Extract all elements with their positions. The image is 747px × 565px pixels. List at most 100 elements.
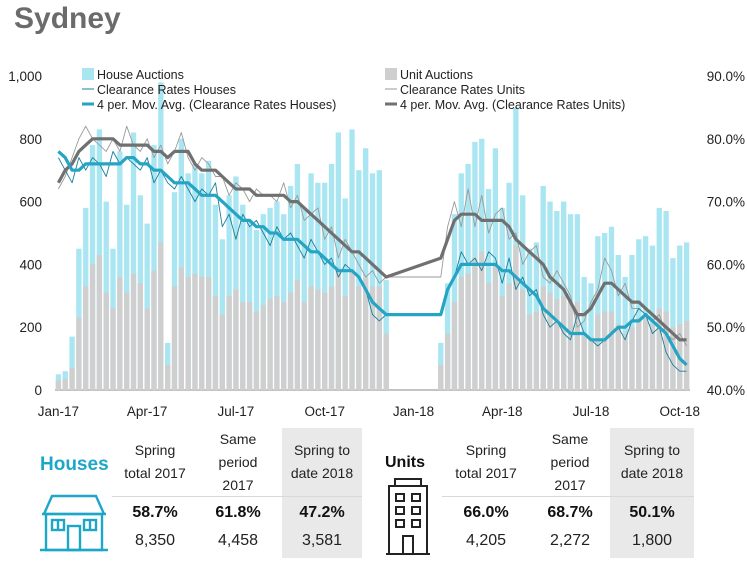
house-auction-bar: [595, 236, 601, 390]
house-auction-bar: [342, 198, 348, 390]
units-header-same-period: Same period 2017: [550, 431, 590, 493]
units-count-spring-to-date: 1,800: [631, 532, 673, 549]
unit-auction-bar: [76, 317, 82, 390]
house-auction-bar: [253, 229, 260, 390]
units-count-same-period: 2,272: [549, 532, 591, 549]
houses-rate-same-period: 61.8%: [215, 504, 261, 521]
house-auction-bar: [287, 185, 294, 390]
legend-label: 4 per. Mov. Avg. (Clearance Rates Units): [400, 98, 625, 112]
right-axis-ticks: 40.0% 50.0% 60.0% 70.0% 80.0% 90.0%: [707, 69, 745, 398]
moving-average-houses-line: [57, 150, 688, 367]
x-axis-tick-label: Oct-17: [304, 404, 345, 419]
unit-auction-bar: [117, 276, 123, 390]
house-auction-bar: [615, 254, 621, 390]
clearance-rate-units-line: [58, 125, 687, 347]
left-axis-tick-label: 0: [34, 383, 42, 398]
right-axis-tick-label: 60.0%: [707, 257, 745, 272]
unit-auction-bar: [83, 286, 89, 390]
unit-auction-bar: [137, 283, 144, 390]
unit-auction-bar: [567, 302, 574, 390]
unit-auction-bar: [533, 311, 540, 390]
unit-auction-bar: [608, 311, 615, 390]
house-auction-bar: [608, 226, 615, 390]
house-auction-bar: [683, 242, 690, 390]
right-axis-tick-label: 70.0%: [707, 195, 745, 210]
unit-auction-bar: [349, 270, 355, 390]
legend-unit-auctions: Unit Auctions: [385, 68, 473, 82]
unit-auction-bar: [520, 289, 526, 390]
unit-auction-bar: [69, 368, 75, 390]
unit-auction-bar: [588, 336, 594, 390]
x-axis-tick-label: Oct-18: [660, 404, 701, 419]
house-auction-bar: [301, 207, 307, 390]
unit-auction-bar: [601, 311, 608, 390]
unit-auction-bar: [253, 311, 260, 390]
house-auction-bar: [622, 276, 628, 390]
house-auction-bar: [369, 173, 376, 390]
unit-auction-bar: [363, 276, 369, 390]
unit-auction-bar: [62, 379, 68, 390]
legend-label: Unit Auctions: [400, 68, 473, 82]
unit-auction-bar: [356, 286, 362, 390]
unit-auction-bar: [158, 242, 164, 390]
unit-auction-bar: [185, 276, 191, 390]
apartment-building-icon: [386, 478, 430, 555]
unit-auction-bar: [335, 267, 342, 390]
unit-auction-bar: [301, 302, 307, 390]
unit-auction-bar: [130, 273, 137, 390]
unit-auction-bar: [554, 298, 560, 390]
units-header-spring-total: Spring total 2017: [455, 442, 517, 481]
houses-header-same-period: Same period 2017: [218, 431, 258, 493]
unit-auction-bar: [574, 302, 581, 390]
unit-auction-bar: [233, 289, 239, 390]
unit-auction-bar: [281, 302, 287, 390]
unit-auction-bar: [595, 314, 601, 390]
unit-auction-bar: [465, 273, 471, 390]
unit-auction-bar: [683, 320, 690, 390]
units-rate-spring-total: 66.0%: [463, 504, 509, 521]
house-auction-bar: [328, 163, 335, 390]
house-auction-bar: [144, 223, 150, 390]
stats-panel: Houses Spring total 2017 Same period 2017 S…: [0, 426, 747, 565]
unit-auction-bar: [246, 302, 253, 390]
units-highlight-column: [610, 428, 694, 558]
unit-auction-bar: [124, 292, 130, 390]
right-axis-tick-label: 40.0%: [707, 383, 745, 398]
unit-auction-bar: [670, 327, 676, 390]
unit-auction-bar: [199, 276, 205, 390]
unit-auction-bar: [192, 273, 198, 390]
legend-label: Clearance Rates Houses: [97, 83, 236, 97]
houses-header-spring-total: Spring total 2017: [124, 442, 186, 481]
legend-label: Clearance Rates Units: [400, 83, 525, 97]
left-axis-tick-label: 600: [19, 195, 42, 210]
legend-clearance-houses: Clearance Rates Houses: [82, 83, 236, 97]
right-axis-tick-label: 90.0%: [707, 69, 745, 84]
unit-auction-bar: [451, 302, 458, 390]
units-rate-same-period: 68.7%: [547, 504, 593, 521]
house-auction-bar: [117, 151, 123, 390]
clearance-rate-chart: 0 200 400 600 800 1,000 40.0% 50.0% 60.0% 70.0% 8…: [8, 68, 745, 419]
unit-auction-bar: [383, 333, 389, 390]
houses-count-same-period: 4,458: [217, 532, 259, 549]
unit-auction-bar: [615, 324, 621, 390]
house-auction-bar: [363, 148, 369, 390]
unit-auction-bar: [315, 289, 321, 390]
units-label: Units: [385, 454, 425, 471]
house-auction-bar: [677, 245, 683, 390]
x-axis-tick-label: Jul-18: [573, 404, 610, 419]
left-axis-tick-label: 400: [19, 257, 42, 272]
unit-auction-bar: [226, 295, 232, 390]
unit-auction-bar: [540, 286, 546, 390]
house-auction-bar: [233, 176, 239, 390]
unit-auction-bar: [649, 324, 656, 390]
unit-auction-bar: [212, 295, 219, 390]
units-header-spring-to-date: Spring to date 2018: [620, 442, 684, 481]
moving-average-units-line: [56, 137, 687, 342]
left-axis-tick-label: 1,000: [8, 69, 42, 84]
house-auction-bar: [335, 132, 342, 390]
unit-auction-bar: [103, 292, 109, 390]
unit-auction-bar: [308, 286, 314, 390]
x-axis-tick-label: Jan-18: [393, 404, 434, 419]
unit-auction-bar: [438, 364, 444, 390]
